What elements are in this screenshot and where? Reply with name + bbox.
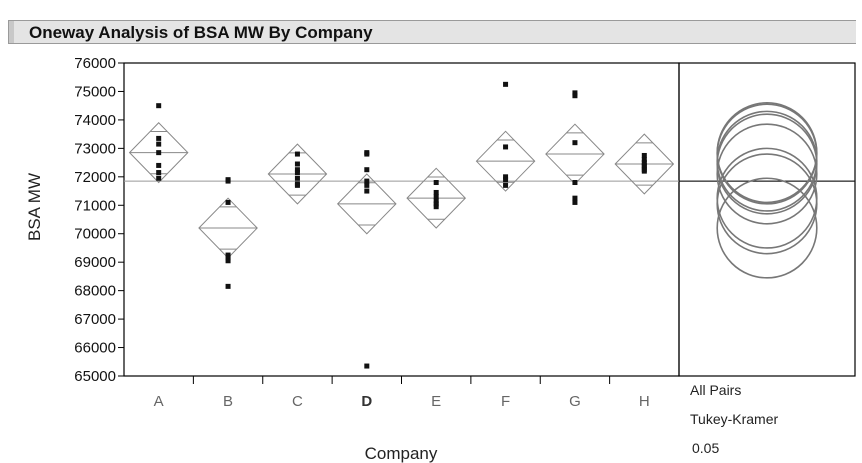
- y-tick-label: 72000: [74, 169, 116, 186]
- data-point-G: [572, 195, 578, 201]
- data-point-C: [294, 167, 300, 173]
- x-tick-label: C: [292, 393, 303, 410]
- data-point-B: [225, 255, 231, 261]
- data-point-A: [156, 103, 162, 109]
- comparison-circle-B: [716, 177, 818, 279]
- data-point-C: [294, 175, 300, 181]
- data-point-F: [503, 177, 509, 183]
- data-point-G: [572, 140, 578, 146]
- y-tick-label: 70000: [74, 226, 116, 243]
- data-point-E: [433, 189, 439, 195]
- y-tick-label: 65000: [74, 368, 116, 385]
- data-point-D: [364, 363, 370, 369]
- comparison-circle-F: [716, 110, 818, 212]
- data-point-H: [641, 164, 647, 170]
- data-point-B: [225, 258, 231, 264]
- y-tick-label: 69000: [74, 254, 116, 271]
- data-point-C: [294, 170, 300, 176]
- data-point-A: [156, 170, 162, 176]
- y-tick-label: 67000: [74, 311, 116, 328]
- data-point-A: [156, 150, 162, 156]
- data-point-D: [364, 151, 370, 157]
- comparison-alpha-label: 0.05: [692, 440, 719, 456]
- report-title-bar[interactable]: Oneway Analysis of BSA MW By Company: [8, 20, 856, 44]
- y-tick-label: 76000: [74, 55, 116, 72]
- x-tick-label: H: [639, 393, 650, 410]
- data-point-B: [225, 199, 231, 205]
- data-point-D: [364, 178, 370, 184]
- x-tick-label: B: [223, 393, 233, 410]
- comparison-circles: [716, 102, 818, 279]
- data-point-H: [641, 168, 647, 174]
- data-point-C: [294, 182, 300, 188]
- data-point-C: [294, 151, 300, 157]
- comparison-test-label: Tukey-Kramer: [690, 411, 779, 427]
- y-axis-label: BSA MW: [25, 173, 44, 241]
- data-point-H: [641, 152, 647, 158]
- report-title: Oneway Analysis of BSA MW By Company: [29, 23, 373, 42]
- data-point-F: [503, 144, 509, 150]
- y-tick-label: 73000: [74, 140, 116, 157]
- data-point-G: [572, 93, 578, 99]
- x-tick-label: E: [431, 393, 441, 410]
- data-point-G: [572, 180, 578, 186]
- comparison-circle-G: [716, 103, 818, 205]
- y-tick-label: 66000: [74, 340, 116, 357]
- y-tick-label: 74000: [74, 112, 116, 129]
- axis-layer: 65000 66000 67000 68000 69000 70000 71000 72000…: [74, 55, 856, 410]
- data-point-C: [294, 161, 300, 167]
- data-point-B: [225, 178, 231, 184]
- data-point-D: [364, 167, 370, 173]
- data-point-G: [572, 90, 578, 96]
- mark-layer: [124, 81, 855, 369]
- circle-panel-frame: [678, 62, 856, 377]
- x-tick-label: A: [154, 393, 164, 410]
- data-point-F: [503, 81, 509, 87]
- data-point-B: [225, 283, 231, 289]
- data-point-E: [433, 194, 439, 200]
- x-tick-label: D: [361, 393, 372, 410]
- data-point-D: [364, 188, 370, 194]
- data-point-H: [641, 160, 647, 166]
- data-point-G: [572, 199, 578, 205]
- data-point-E: [433, 201, 439, 207]
- y-tick-label: 71000: [74, 197, 116, 214]
- data-point-E: [433, 198, 439, 204]
- data-point-A: [156, 175, 162, 181]
- comparison-circle-H: [716, 113, 818, 215]
- data-point-A: [156, 162, 162, 168]
- x-tick-label: F: [501, 393, 510, 410]
- comparison-method-label: All Pairs: [690, 382, 741, 398]
- x-tick-label: G: [569, 393, 581, 410]
- y-tick-label: 75000: [74, 83, 116, 100]
- data-point-D: [364, 182, 370, 188]
- y-tick-label: 68000: [74, 283, 116, 300]
- data-point-B: [225, 252, 231, 258]
- data-point-A: [156, 135, 162, 141]
- title-bar-accent: [9, 21, 14, 43]
- data-point-E: [433, 204, 439, 210]
- data-point-E: [433, 180, 439, 186]
- data-point-H: [641, 157, 647, 163]
- data-point-A: [156, 141, 162, 147]
- comparison-circle-E: [716, 147, 818, 249]
- data-point-F: [503, 182, 509, 188]
- x-axis-label: Company: [365, 444, 438, 463]
- data-point-F: [503, 174, 509, 180]
- comparison-circle-C: [716, 123, 818, 225]
